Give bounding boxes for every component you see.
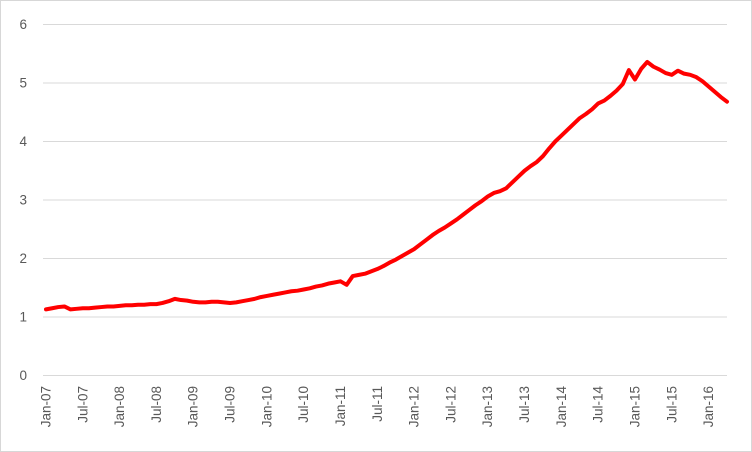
- y-axis-tick-label: 6: [19, 17, 27, 32]
- x-axis-tick-label: Jul-13: [517, 386, 532, 423]
- gridlines-group: [43, 24, 727, 376]
- y-axis-tick-label: 4: [19, 134, 27, 149]
- x-axis-tick-label: Jan-11: [333, 386, 348, 426]
- x-axis-tick-label: Jan-09: [186, 386, 201, 427]
- x-axis-tick-label: Jul-10: [296, 386, 311, 423]
- y-axis-tick-label: 5: [19, 76, 27, 91]
- y-axis-tick-label: 3: [19, 193, 27, 208]
- x-axis-tick-label: Jul-07: [75, 386, 90, 423]
- x-axis-tick-label: Jan-07: [39, 386, 54, 427]
- x-axis-tick-label: Jan-16: [701, 386, 716, 427]
- x-axis-tick-label: Jan-15: [627, 386, 642, 427]
- x-axis-tick-label: Jan-12: [407, 386, 422, 427]
- series-line-red: [44, 59, 729, 312]
- x-axis-tick-label: Jul-11: [370, 386, 385, 422]
- x-axis-tick-label: Jan-14: [554, 386, 569, 428]
- y-axis-labels-group: 0 1 2 3 4 5 6: [19, 17, 27, 383]
- x-axis-tick-label: Jul-09: [223, 386, 238, 423]
- x-axis-tick-label: Jul-08: [149, 386, 164, 423]
- x-axis-labels-group: Jan-07 Jul-07 Jan-08 Jul-08 Jan-09 Jul-09 Jan-…: [39, 386, 717, 428]
- x-axis-tick-label: Jul-12: [443, 386, 458, 423]
- x-axis-tick-label: Jan-13: [480, 386, 495, 427]
- x-axis-tick-label: Jul-14: [591, 386, 606, 423]
- y-axis-tick-label: 0: [19, 368, 27, 383]
- y-axis-tick-label: 2: [19, 251, 27, 266]
- y-axis-tick-label: 1: [19, 310, 27, 325]
- x-axis-tick-label: Jul-15: [664, 386, 679, 423]
- x-axis-tick-label: Jan-08: [112, 386, 127, 427]
- x-axis-tick-label: Jan-10: [259, 386, 274, 427]
